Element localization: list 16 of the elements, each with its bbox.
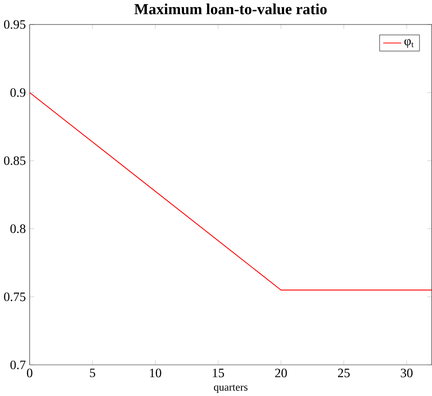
y-tick-label: 0.8	[10, 224, 26, 233]
y-tick-label: 0.75	[4, 292, 26, 301]
y-tick-label: 0.95	[4, 20, 26, 29]
x-tick-label: 20	[275, 368, 287, 378]
x-axis-title: quarters	[214, 384, 248, 393]
x-tick-label: 0	[26, 368, 32, 378]
chart-title: Maximum loan-to-value ratio	[134, 3, 327, 14]
x-tick-label: 10	[150, 368, 162, 378]
y-tick-label: 0.7	[10, 360, 26, 370]
y-tick-label: 0.9	[10, 88, 26, 97]
x-tick-label: 15	[212, 368, 224, 378]
x-tick-label: 30	[400, 368, 413, 378]
x-tick-label: 25	[338, 368, 350, 378]
legend-label: φ$_{t}$	[404, 38, 414, 48]
y-tick-label: 0.85	[4, 156, 26, 165]
x-tick-label: 5	[90, 368, 96, 377]
